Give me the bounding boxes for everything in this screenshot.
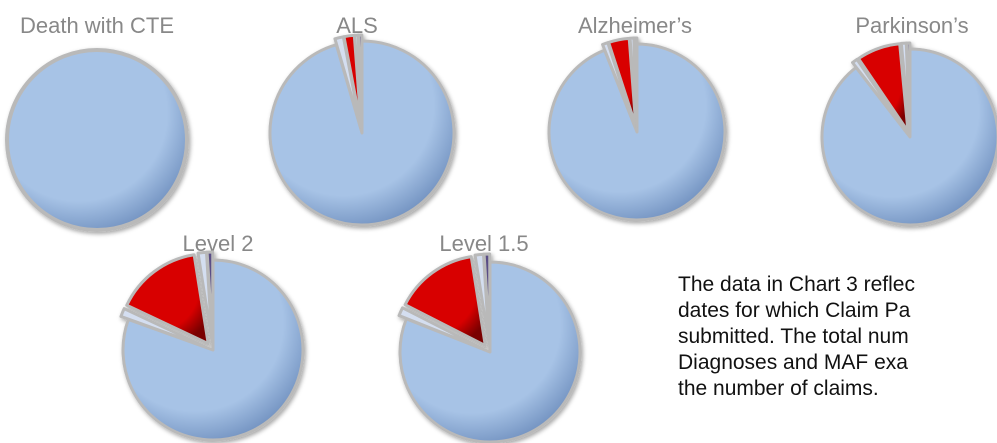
note-line: dates for which Claim Pa bbox=[678, 299, 911, 322]
note-line: Diagnoses and MAF exa bbox=[678, 351, 908, 374]
pie-slice bbox=[125, 253, 210, 346]
pie-slice bbox=[398, 260, 582, 443]
pie-slice bbox=[632, 36, 639, 128]
note-line: the number of claims. bbox=[678, 377, 879, 400]
pie-slice bbox=[851, 57, 908, 134]
pie-slice bbox=[820, 47, 997, 227]
pie-slice bbox=[121, 258, 305, 442]
note-line: The data in Chart 3 reflec bbox=[678, 273, 915, 296]
pie-title-alzheimers: Alzheimer’s bbox=[577, 13, 693, 38]
pie-title-death-with-cte: Death with CTE bbox=[19, 13, 175, 38]
pie-slice bbox=[397, 306, 485, 351]
pie-slice bbox=[356, 33, 364, 129]
pie-group bbox=[397, 252, 582, 443]
pie-slice bbox=[5, 48, 189, 232]
pie-group bbox=[547, 36, 727, 222]
pie-slice bbox=[268, 39, 456, 227]
pie-slice bbox=[119, 307, 208, 349]
pie-group bbox=[5, 48, 189, 232]
pie-title-als: ALS bbox=[336, 13, 378, 38]
pie-title-parkinsons: Parkinson’s bbox=[855, 13, 969, 38]
pie-slice bbox=[403, 255, 487, 348]
pie-slice bbox=[205, 250, 215, 344]
pie-slice bbox=[905, 41, 912, 133]
pie-slice bbox=[547, 42, 727, 222]
pie-title-level-2: Level 2 bbox=[182, 231, 254, 256]
pie-slice bbox=[482, 252, 492, 346]
pie-group bbox=[119, 250, 305, 442]
pie-group bbox=[268, 33, 456, 227]
note-line: submitted. The total num bbox=[678, 325, 909, 348]
pie-title-level-1-5: Level 1.5 bbox=[439, 231, 529, 256]
pie-group bbox=[820, 41, 997, 227]
chart-note-text: The data in Chart 3 reflec dates for whi… bbox=[678, 272, 997, 402]
pie-slice bbox=[857, 42, 910, 133]
